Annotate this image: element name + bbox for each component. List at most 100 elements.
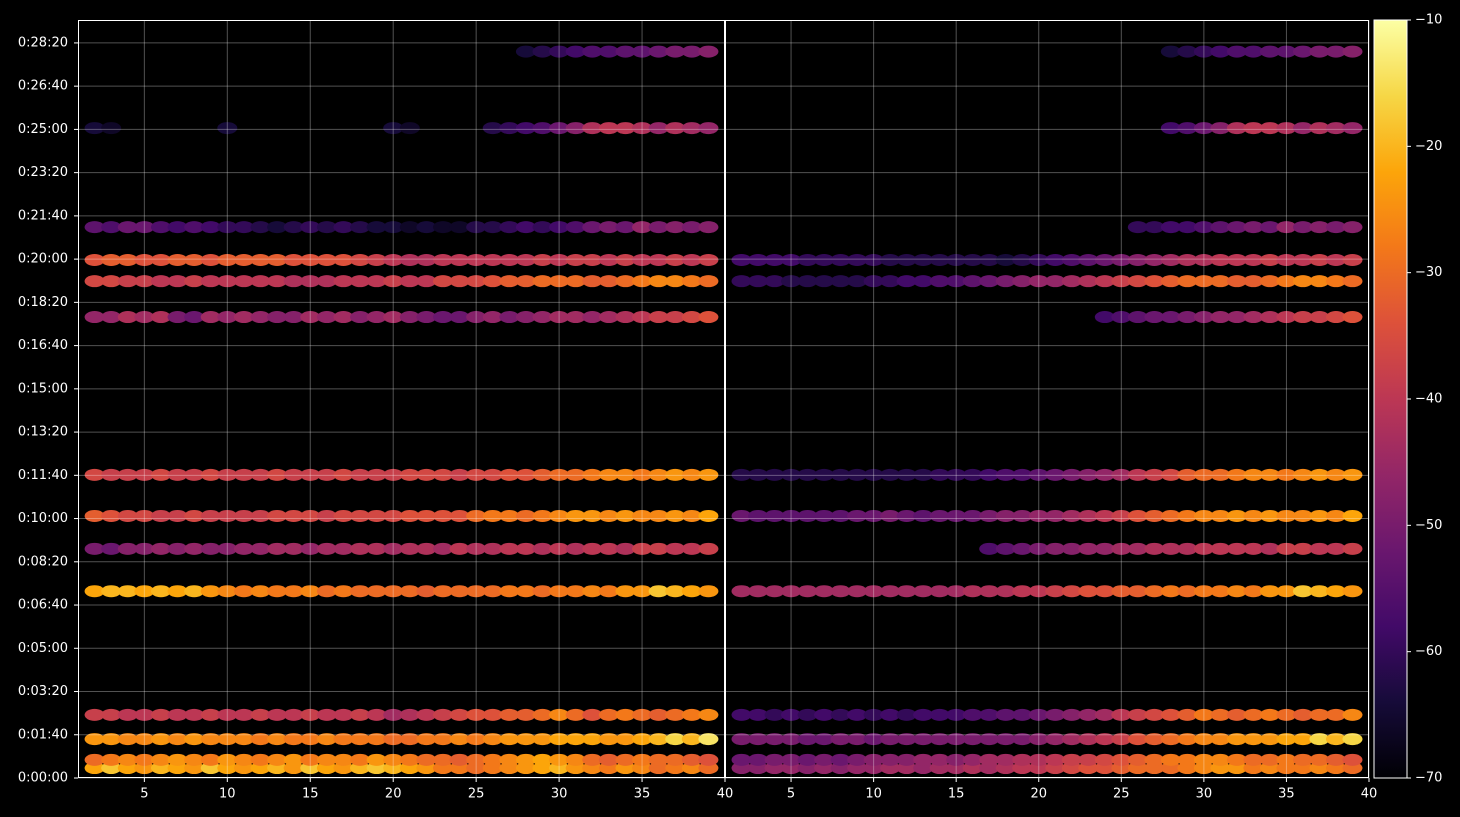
cell <box>995 542 1016 555</box>
cell <box>632 45 653 58</box>
cell <box>399 585 420 598</box>
cell <box>300 311 321 324</box>
x-tick-label: 10 <box>865 787 882 802</box>
cell <box>499 509 520 522</box>
cell <box>847 253 868 266</box>
cell <box>366 585 387 598</box>
cell <box>416 733 437 746</box>
cell <box>1012 542 1033 555</box>
cell <box>962 585 983 598</box>
cell <box>1193 468 1214 481</box>
cell <box>797 708 818 721</box>
cell <box>582 122 603 135</box>
cell <box>731 275 752 288</box>
cell <box>896 753 917 766</box>
cell <box>598 585 619 598</box>
cell <box>896 253 917 266</box>
cell <box>995 509 1016 522</box>
cell <box>499 253 520 266</box>
cell <box>632 708 653 721</box>
cell <box>283 753 304 766</box>
cell <box>1144 762 1165 775</box>
cell <box>681 122 702 135</box>
cell <box>217 753 238 766</box>
cell <box>150 509 171 522</box>
cell <box>416 753 437 766</box>
cell <box>1144 221 1165 234</box>
cell <box>532 733 553 746</box>
cell <box>283 221 304 234</box>
cell <box>217 221 238 234</box>
cell <box>847 762 868 775</box>
cell <box>532 762 553 775</box>
cell <box>1342 542 1363 555</box>
cell <box>896 509 917 522</box>
cell <box>316 585 337 598</box>
cell <box>913 585 934 598</box>
cell <box>1276 509 1297 522</box>
cell <box>1193 253 1214 266</box>
cell <box>598 253 619 266</box>
cell <box>913 253 934 266</box>
cell <box>1127 762 1148 775</box>
cell <box>830 468 851 481</box>
cell <box>863 708 884 721</box>
cell <box>1342 733 1363 746</box>
cell <box>764 733 785 746</box>
cell <box>615 733 636 746</box>
cell <box>449 275 470 288</box>
cell <box>150 253 171 266</box>
cell <box>565 468 586 481</box>
cell <box>333 275 354 288</box>
cell <box>1177 122 1198 135</box>
cell <box>101 585 122 598</box>
cell <box>117 509 138 522</box>
x-tick-label: 30 <box>551 787 568 802</box>
cell <box>233 468 254 481</box>
cell <box>979 253 1000 266</box>
cell <box>565 275 586 288</box>
cell <box>814 585 835 598</box>
cell <box>1127 221 1148 234</box>
cell <box>598 753 619 766</box>
cell <box>1210 708 1231 721</box>
cell <box>300 733 321 746</box>
cell <box>1342 253 1363 266</box>
cell <box>1094 733 1115 746</box>
cell <box>233 275 254 288</box>
cell <box>648 509 669 522</box>
cell <box>300 585 321 598</box>
cell <box>1094 585 1115 598</box>
cell <box>316 733 337 746</box>
cell <box>1210 275 1231 288</box>
cell <box>781 708 802 721</box>
cell <box>598 542 619 555</box>
cell <box>1325 253 1346 266</box>
cell <box>200 275 221 288</box>
cell <box>681 753 702 766</box>
cell <box>200 762 221 775</box>
cell <box>416 253 437 266</box>
cell <box>1028 762 1049 775</box>
cell <box>830 708 851 721</box>
cell <box>250 311 271 324</box>
cell <box>1177 221 1198 234</box>
cell <box>150 542 171 555</box>
cell <box>995 733 1016 746</box>
cell <box>1078 253 1099 266</box>
cell <box>764 468 785 481</box>
cell <box>698 468 719 481</box>
heatmap-panel: 5 10 15 20 25 30 35 40 0:00:00 0:01:40 0:03:20 0:05… <box>18 20 733 802</box>
cell <box>1111 733 1132 746</box>
cell <box>267 585 288 598</box>
cell <box>1210 221 1231 234</box>
y-tick-label: 0:23:20 <box>18 165 68 180</box>
cell <box>499 468 520 481</box>
cell <box>1160 275 1181 288</box>
colorbar-tick-label: −20 <box>1415 139 1442 154</box>
cell <box>648 762 669 775</box>
cell <box>217 122 238 135</box>
cell <box>1210 468 1231 481</box>
cell <box>1193 753 1214 766</box>
cell <box>383 733 404 746</box>
